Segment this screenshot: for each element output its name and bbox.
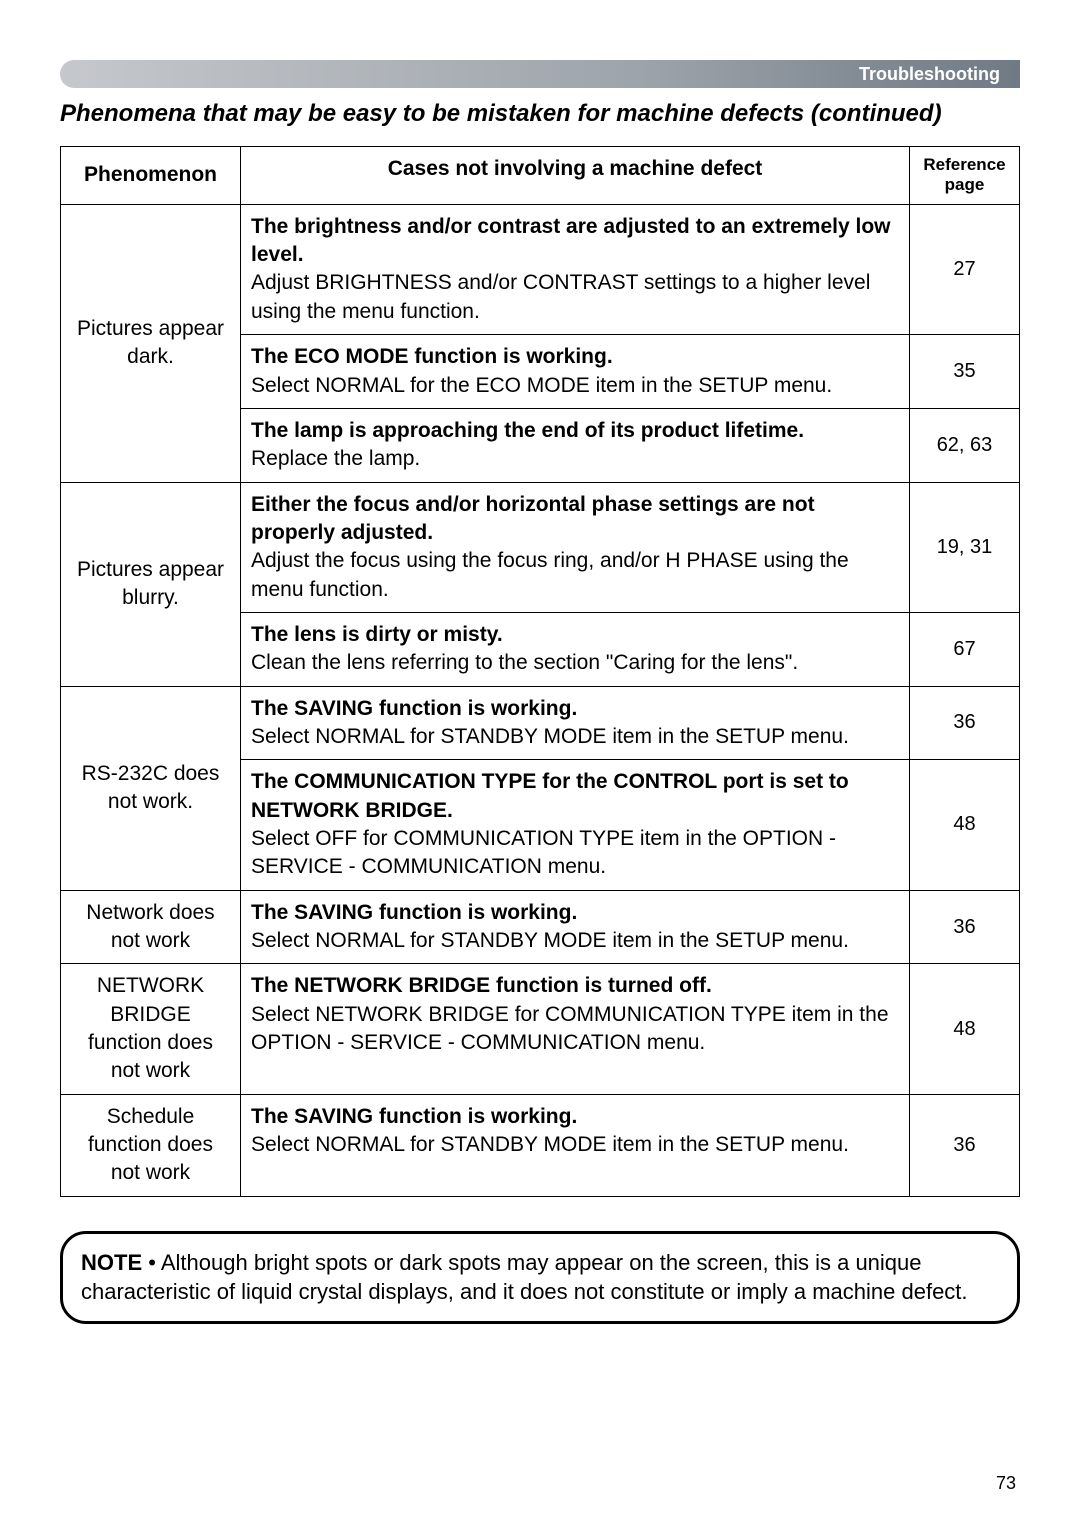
case-desc: Clean the lens referring to the section … <box>251 651 798 674</box>
phenomenon-cell: Schedule function does not work <box>61 1094 241 1196</box>
table-row: RS-232C does not work. The SAVING functi… <box>61 686 1020 760</box>
note-text: • Although bright spots or dark spots ma… <box>81 1250 968 1305</box>
case-cell: The COMMUNICATION TYPE for the CONTROL p… <box>241 760 910 890</box>
case-title: The brightness and/or contrast are adjus… <box>251 215 891 266</box>
phenomenon-cell: NETWORK BRIDGE function does not work <box>61 964 241 1094</box>
case-title: The NETWORK BRIDGE function is turned of… <box>251 974 712 997</box>
header-category: Troubleshooting <box>859 64 1000 85</box>
col-header-phenomenon: Phenomenon <box>61 147 241 205</box>
case-title: The SAVING function is working. <box>251 901 577 924</box>
case-title: The lamp is approaching the end of its p… <box>251 419 804 442</box>
section-title: Phenomena that may be easy to be mistake… <box>60 100 1020 128</box>
case-title: The SAVING function is working. <box>251 697 577 720</box>
header-bar: Troubleshooting <box>60 60 1020 88</box>
case-cell: The ECO MODE function is working. Select… <box>241 335 910 409</box>
table-row: NETWORK BRIDGE function does not work Th… <box>61 964 1020 1094</box>
table-row: Pictures appear blurry. Either the focus… <box>61 482 1020 612</box>
case-title: The ECO MODE function is working. <box>251 345 613 368</box>
case-desc: Replace the lamp. <box>251 447 420 470</box>
case-cell: The NETWORK BRIDGE function is turned of… <box>241 964 910 1094</box>
ref-cell: 36 <box>910 890 1020 964</box>
col-header-cases: Cases not involving a machine defect <box>241 147 910 205</box>
phenomenon-cell: Pictures appear blurry. <box>61 482 241 686</box>
case-cell: The lamp is approaching the end of its p… <box>241 408 910 482</box>
ref-cell: 36 <box>910 1094 1020 1196</box>
phenomenon-cell: Pictures appear dark. <box>61 204 241 482</box>
table-row: Network does not work The SAVING functio… <box>61 890 1020 964</box>
troubleshooting-table: Phenomenon Cases not involving a machine… <box>60 146 1020 1197</box>
ref-cell: 48 <box>910 964 1020 1094</box>
ref-cell: 67 <box>910 612 1020 686</box>
table-row: Pictures appear dark. The brightness and… <box>61 204 1020 334</box>
ref-cell: 48 <box>910 760 1020 890</box>
case-title: The COMMUNICATION TYPE for the CONTROL p… <box>251 770 849 821</box>
page-number: 73 <box>996 1473 1016 1494</box>
ref-cell: 36 <box>910 686 1020 760</box>
case-title: The SAVING function is working. <box>251 1105 577 1128</box>
ref-cell: 19, 31 <box>910 482 1020 612</box>
case-cell: The lens is dirty or misty. Clean the le… <box>241 612 910 686</box>
case-desc: Select NORMAL for STANDBY MODE item in t… <box>251 725 849 748</box>
note-box: NOTE • Although bright spots or dark spo… <box>60 1231 1020 1324</box>
table-row: Schedule function does not work The SAVI… <box>61 1094 1020 1196</box>
case-cell: The SAVING function is working. Select N… <box>241 890 910 964</box>
case-desc: Select OFF for COMMUNICATION TYPE item i… <box>251 827 836 878</box>
ref-cell: 27 <box>910 204 1020 334</box>
case-cell: The brightness and/or contrast are adjus… <box>241 204 910 334</box>
col-header-ref: Reference page <box>910 147 1020 205</box>
case-desc: Select NORMAL for STANDBY MODE item in t… <box>251 929 849 952</box>
case-title: Either the focus and/or horizontal phase… <box>251 493 815 544</box>
ref-cell: 62, 63 <box>910 408 1020 482</box>
case-cell: The SAVING function is working. Select N… <box>241 1094 910 1196</box>
case-cell: Either the focus and/or horizontal phase… <box>241 482 910 612</box>
case-desc: Select NORMAL for the ECO MODE item in t… <box>251 374 832 397</box>
note-label: NOTE <box>81 1250 142 1275</box>
case-desc: Adjust BRIGHTNESS and/or CONTRAST settin… <box>251 271 870 322</box>
case-title: The lens is dirty or misty. <box>251 623 503 646</box>
phenomenon-cell: RS-232C does not work. <box>61 686 241 890</box>
case-desc: Select NETWORK BRIDGE for COMMUNICATION … <box>251 1003 889 1054</box>
case-cell: The SAVING function is working. Select N… <box>241 686 910 760</box>
case-desc: Adjust the focus using the focus ring, a… <box>251 549 849 600</box>
ref-cell: 35 <box>910 335 1020 409</box>
case-desc: Select NORMAL for STANDBY MODE item in t… <box>251 1133 849 1156</box>
phenomenon-cell: Network does not work <box>61 890 241 964</box>
